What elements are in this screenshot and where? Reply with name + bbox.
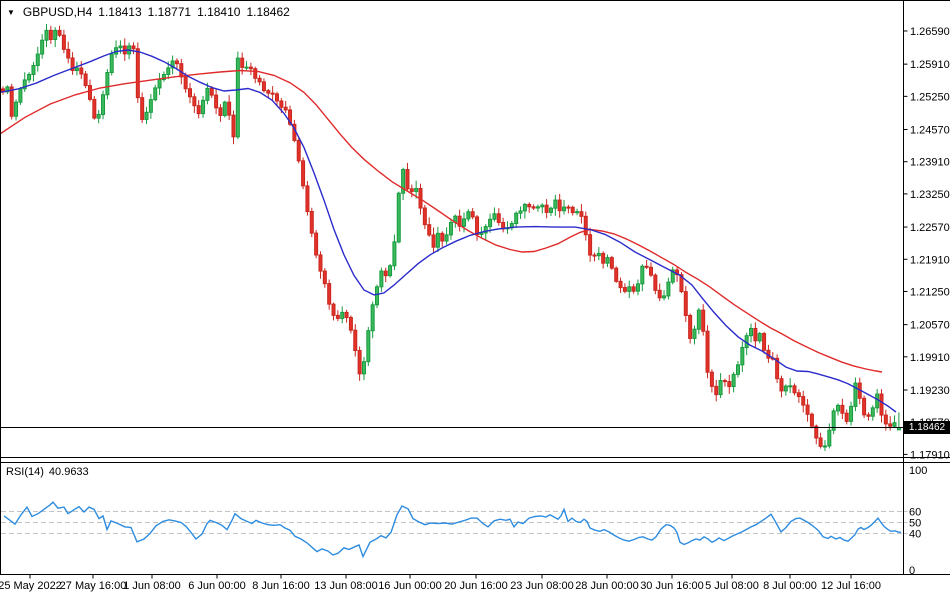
price-axis-label: 1.20570 [910,320,950,332]
time-axis-label: 1 Jun 08:00 [123,580,181,592]
price-axis-label: 1.25910 [910,59,950,71]
current-price-tag: 1.18462 [904,421,950,434]
time-axis-label: 23 Jun 08:00 [510,580,574,592]
symbol-dropdown-icon[interactable]: ▼ [7,7,15,17]
price-axis-label: 1.22570 [910,222,950,234]
pane-frame [0,0,950,575]
time-axis-label: 25 May 2022 [0,580,62,592]
rsi-axis-label: 50 [909,518,921,530]
rsi-axis-label: 60 [909,507,921,519]
candlestick-series [1,23,901,451]
time-axis-label: 8 Jun 16:00 [252,580,310,592]
time-axis-label: 13 Jun 08:00 [314,580,378,592]
ma-fast-line [1,49,897,413]
ma-slow-line [1,69,883,373]
rsi-axis-label: 100 [909,465,927,477]
symbol-period-label: GBPUSD,H4 [22,5,93,19]
ohlc-high: 1.18771 [147,5,192,19]
price-axis-label: 1.25250 [910,91,950,103]
time-axis-label: 8 Jul 00:00 [763,580,817,592]
price-axis[interactable]: 1.26590 1.25910 1.25250 1.24570 1.23910 1.232… [903,26,950,461]
rsi-name: RSI(14) [6,466,44,478]
price-axis-label: 1.17910 [910,449,950,461]
time-axis-label: 12 Jul 16:00 [821,580,881,592]
rsi-value: 40.9633 [48,466,89,478]
rsi-axis-label: 0 [909,565,915,577]
ohlc-open: 1.18413 [98,5,142,19]
time-axis-label: 6 Jun 00:00 [188,580,246,592]
pane-divider[interactable] [0,457,950,463]
price-axis-label: 1.19230 [910,385,950,397]
time-axis-label: 5 Jul 08:00 [705,580,759,592]
chart-header: ▼ GBPUSD,H4 1.18413 1.18771 1.18410 1.18… [7,5,290,19]
price-axis-label: 1.23250 [910,189,950,201]
time-axis-label: 20 Jun 16:00 [444,580,508,592]
time-axis-label: 28 Jun 00:00 [575,580,639,592]
price-axis-label: 1.21910 [910,254,950,266]
time-axis-label: 30 Jun 16:00 [640,580,704,592]
price-axis-label: 1.26590 [910,26,950,38]
price-axis-label: 1.21250 [910,286,950,298]
rsi-indicator-label: RSI(14) 40.9633 [6,466,89,478]
rsi-level-lines [1,511,908,534]
ohlc-low: 1.18410 [197,5,241,19]
price-axis-label: 1.19910 [910,352,950,364]
rsi-axis-label: 40 [909,529,921,541]
price-axis-label: 1.23910 [910,157,950,169]
time-axis-label: 27 May 16:00 [60,580,127,592]
price-axis-label: 1.24570 [910,125,950,137]
ohlc-close: 1.18462 [246,5,290,19]
rsi-line [3,501,902,559]
time-axis-label: 16 Jun 00:00 [378,580,442,592]
